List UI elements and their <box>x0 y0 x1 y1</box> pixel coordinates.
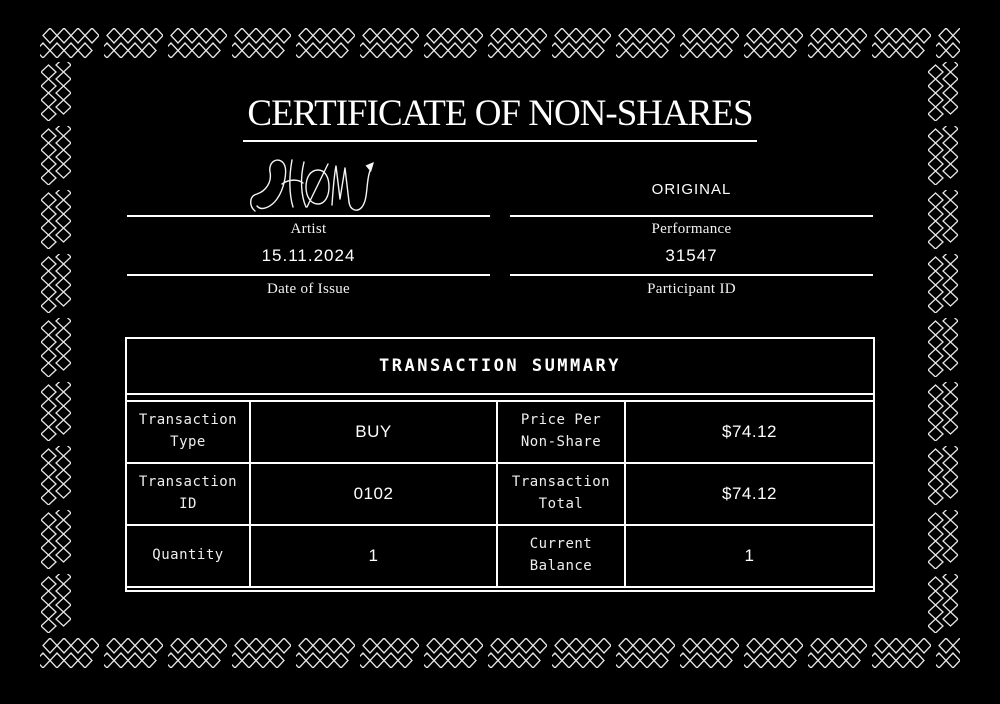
artist-signature-line <box>127 215 490 217</box>
table-grid: Transaction Type BUY Price Per Non-Share… <box>127 400 873 588</box>
transaction-total-value: $74.12 <box>722 484 777 503</box>
lattice-border-top <box>40 28 960 58</box>
lattice-border-right <box>928 62 958 636</box>
participant-id-label: Participant ID <box>647 281 736 297</box>
table-cell-label: Quantity <box>127 526 249 586</box>
table-cell-value: $74.12 <box>626 402 873 462</box>
original-copy-label: ORIGINAL <box>651 181 732 198</box>
lattice-border-left <box>41 62 71 636</box>
participant-id-value: 31547 <box>665 246 718 265</box>
current-balance-value: 1 <box>744 546 755 565</box>
quantity-value: 1 <box>368 546 379 565</box>
transaction-total-label: Transaction Total <box>511 474 611 512</box>
performance-label: Performance <box>651 221 732 237</box>
price-per-non-share-label: Price Per Non-Share <box>520 412 602 450</box>
participant-id-line <box>510 274 873 276</box>
table-title: TRANSACTION SUMMARY <box>379 356 621 376</box>
transaction-type-value: BUY <box>355 422 392 441</box>
artist-signature-icon <box>250 159 374 212</box>
table-cell-value: BUY <box>251 402 496 462</box>
artist-label: Artist <box>290 221 327 237</box>
quantity-label: Quantity <box>152 547 224 564</box>
table-cell-value: 1 <box>251 526 496 586</box>
table-cell-label: Transaction Type <box>127 402 249 462</box>
date-of-issue-line <box>127 274 490 276</box>
price-per-non-share-value: $74.12 <box>722 422 777 441</box>
lattice-border-bottom <box>40 638 960 668</box>
table-header: TRANSACTION SUMMARY <box>127 339 873 395</box>
transaction-summary-table: TRANSACTION SUMMARY Transaction Type BUY… <box>125 337 875 592</box>
performance-line <box>510 215 873 217</box>
transaction-id-value: 0102 <box>353 484 394 503</box>
date-of-issue-label: Date of Issue <box>266 281 351 297</box>
arrow-up-right-icon <box>365 162 374 172</box>
transaction-type-label: Transaction Type <box>138 412 238 450</box>
title-wrap: CERTIFICATE OF NON-SHARES <box>0 92 1000 142</box>
certificate-title: CERTIFICATE OF NON-SHARES <box>243 92 757 142</box>
table-cell-value: $74.12 <box>626 464 873 524</box>
table-cell-label: Transaction ID <box>127 464 249 524</box>
transaction-id-label: Transaction ID <box>138 474 238 512</box>
table-cell-label: Current Balance <box>498 526 624 586</box>
table-cell-value: 0102 <box>251 464 496 524</box>
current-balance-label: Current Balance <box>529 536 593 574</box>
table-cell-value: 1 <box>626 526 873 586</box>
table-cell-label: Transaction Total <box>498 464 624 524</box>
date-of-issue-value: 15.11.2024 <box>261 246 356 265</box>
table-cell-label: Price Per Non-Share <box>498 402 624 462</box>
